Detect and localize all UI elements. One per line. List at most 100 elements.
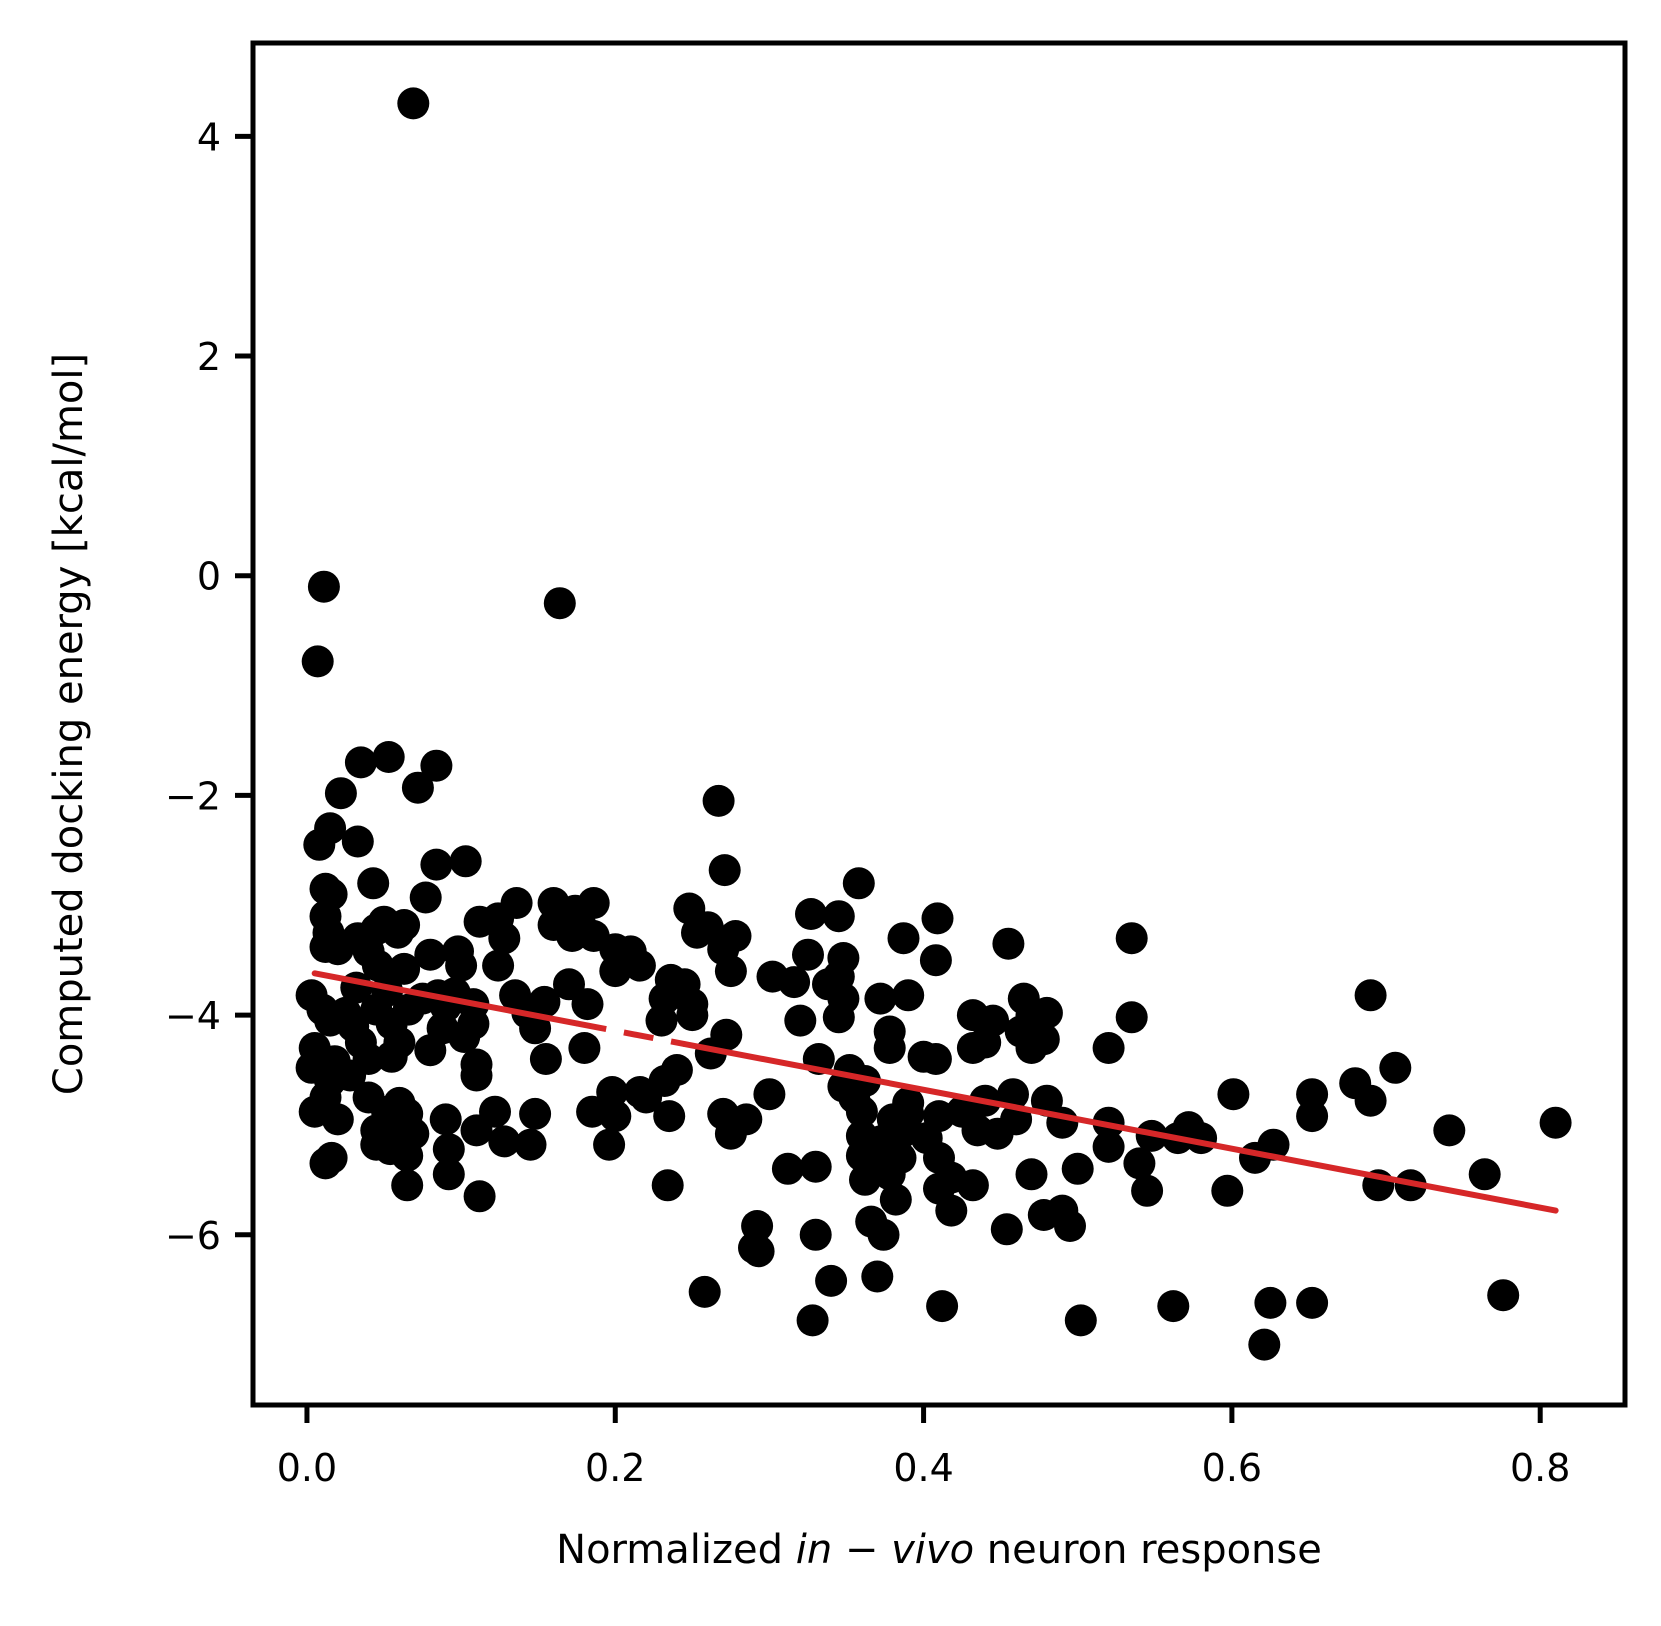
data-point (708, 854, 741, 887)
data-point (519, 1097, 552, 1130)
data-point (596, 1076, 629, 1108)
x-axis-label: Normalized in − vivo neuron response (556, 1527, 1322, 1573)
x-tick-label: 0.4 (893, 1446, 953, 1490)
data-point (796, 1304, 829, 1337)
data-point (921, 902, 954, 935)
data-point (815, 1264, 848, 1297)
data-point (997, 1078, 1029, 1111)
data-point (1027, 1023, 1060, 1056)
data-point (1015, 1158, 1048, 1191)
data-point (742, 1235, 775, 1268)
data-point (1211, 1174, 1244, 1207)
data-point (778, 966, 811, 999)
data-point (519, 1012, 552, 1045)
y-tick-label: −2 (165, 774, 221, 818)
data-point (714, 955, 747, 988)
trend-line-segment (311, 970, 580, 1027)
data-point (445, 949, 478, 982)
data-point (630, 1081, 663, 1114)
y-tick-label: −4 (165, 994, 221, 1038)
data-point (1064, 1304, 1097, 1337)
y-tick-label: −6 (165, 1214, 221, 1258)
data-point (1061, 1152, 1094, 1185)
data-point (599, 955, 632, 988)
data-point (571, 988, 604, 1021)
trend-line-segment (681, 1041, 1559, 1214)
data-point (543, 587, 576, 620)
data-point (623, 949, 656, 982)
data-point (391, 1169, 424, 1202)
data-point (514, 1128, 547, 1161)
data-point (1433, 1114, 1466, 1147)
data-point (676, 999, 709, 1032)
x-tick-label: 0.6 (1202, 1446, 1262, 1490)
data-point (935, 1194, 968, 1227)
data-point (1092, 1130, 1125, 1163)
data-point (799, 1218, 832, 1251)
data-point (992, 927, 1025, 960)
data-point (784, 1004, 817, 1037)
data-point (1539, 1106, 1572, 1139)
data-point (420, 749, 453, 782)
data-point (919, 944, 952, 977)
data-point (432, 1133, 465, 1166)
x-axis-label-italic: in − vivo (796, 1527, 974, 1573)
x-axis-ticks: 0.0 0.2 0.4 0.6 0.8 (277, 1405, 1570, 1490)
data-point (460, 1059, 493, 1092)
data-point (884, 1117, 917, 1150)
y-tick-label: 4 (197, 115, 221, 159)
data-point (1296, 1078, 1329, 1111)
data-point (1354, 979, 1387, 1012)
data-point (344, 746, 377, 779)
data-point (460, 1114, 493, 1147)
data-point (849, 1163, 881, 1196)
y-axis-label: Computed docking energy [kcal/mol] (46, 353, 92, 1095)
data-point (873, 1032, 906, 1064)
data-point (334, 1059, 367, 1092)
data-point (1115, 1001, 1148, 1034)
data-point (432, 1158, 465, 1191)
data-point (414, 938, 447, 971)
plot-frame (250, 40, 1628, 1408)
data-point (448, 1021, 481, 1053)
data-point (799, 1150, 832, 1183)
data-point (981, 1117, 1014, 1150)
data-point (301, 645, 334, 678)
data-point (892, 979, 925, 1012)
data-point (315, 1141, 348, 1174)
data-point (463, 1180, 496, 1213)
data-point (1157, 1290, 1190, 1323)
data-point (341, 825, 374, 858)
data-point (845, 1095, 878, 1128)
data-point (795, 898, 827, 930)
data-point (990, 1213, 1023, 1246)
data-point (1254, 1286, 1287, 1319)
data-point (372, 741, 405, 773)
data-point (753, 1078, 786, 1111)
data-point (568, 1032, 601, 1064)
data-point (1487, 1279, 1520, 1312)
data-point (324, 777, 357, 810)
data-point (1123, 1147, 1156, 1180)
data-point (321, 933, 354, 966)
data-point (420, 848, 453, 881)
data-point (391, 1139, 424, 1172)
data-point (1115, 922, 1148, 955)
data-point (1296, 1100, 1329, 1133)
data-point (1131, 1174, 1164, 1207)
x-tick-label: 0.0 (277, 1446, 337, 1490)
data-point (864, 982, 897, 1015)
data-point (303, 828, 336, 861)
data-point (414, 1034, 447, 1067)
data-point (1379, 1051, 1412, 1084)
data-point (482, 949, 515, 982)
data-point (867, 1218, 900, 1251)
data-point (593, 1128, 626, 1161)
data-point (1054, 1210, 1086, 1242)
data-point (401, 771, 434, 804)
data-point (919, 1043, 952, 1075)
data-point (1027, 1199, 1060, 1231)
data-point (1248, 1328, 1281, 1361)
